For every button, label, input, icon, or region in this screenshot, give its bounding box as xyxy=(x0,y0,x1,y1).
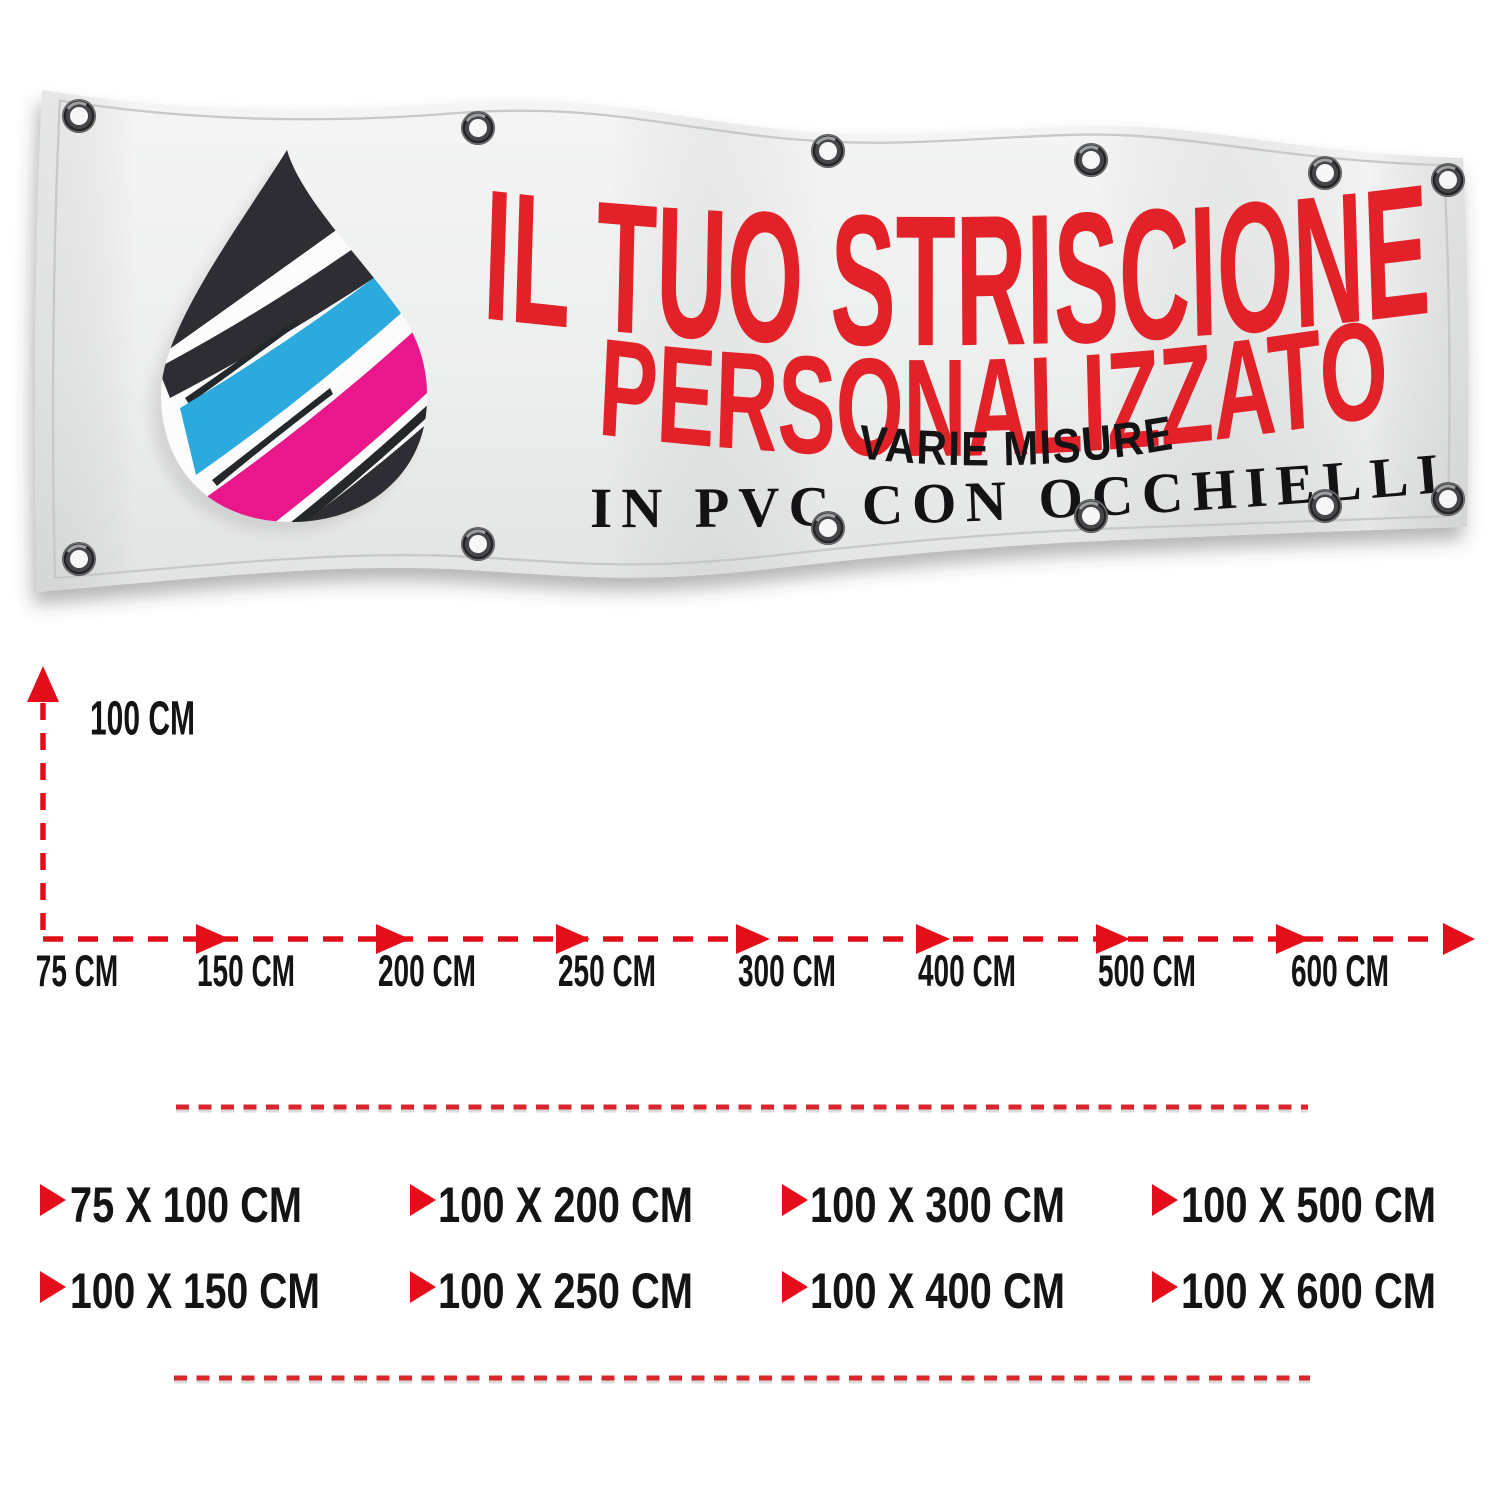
width-label: 300 CM xyxy=(738,945,836,995)
size-items: 75 X 100 CM 100 X 200 CM 100 X 300 CM 10… xyxy=(70,1177,1436,1319)
grommet-icon xyxy=(809,509,847,547)
size-item: 100 X 400 CM xyxy=(810,1263,1065,1319)
bullet-triangle-icon xyxy=(40,1184,66,1216)
bullet-triangle-icon xyxy=(782,1271,808,1303)
bullet-triangle-icon xyxy=(40,1271,66,1303)
width-label: 250 CM xyxy=(558,945,656,995)
banner-title-line1: IL TUO STRISCIONE xyxy=(481,144,1433,385)
size-item: 100 X 150 CM xyxy=(70,1263,320,1319)
width-label: 600 CM xyxy=(1291,945,1389,995)
arrow-right-icon xyxy=(1276,924,1310,954)
grommet-icon xyxy=(1429,161,1467,199)
bullet-triangle-icon xyxy=(410,1271,436,1303)
size-item: 100 X 250 CM xyxy=(438,1263,693,1319)
grommet-icon xyxy=(1429,480,1467,518)
banner-mockup: IL TUO STRISCIONE PERSONALIZZATO VARIE M… xyxy=(34,90,1469,592)
grommet-icon xyxy=(1306,154,1344,192)
logo-sliver-dark-2 xyxy=(212,388,333,486)
dimension-diagram: 100 CM 75 CM 150 CM 200 CM 250 CM 300 CM… xyxy=(27,666,1475,996)
bullet-triangle-icon xyxy=(1152,1184,1178,1216)
grommet-icon xyxy=(809,132,847,170)
size-item: 100 X 500 CM xyxy=(1181,1177,1436,1233)
width-label: 200 CM xyxy=(378,945,476,995)
bullet-triangle-icon xyxy=(1152,1271,1178,1303)
logo-sliver-dark-1 xyxy=(185,318,300,404)
banner-title-line1-group: IL TUO STRISCIONE xyxy=(481,144,1433,385)
grommet-icon xyxy=(459,109,497,147)
width-label: 150 CM xyxy=(197,945,295,995)
grommet-icon xyxy=(1072,497,1110,535)
logo-stripe-cyan xyxy=(180,242,428,475)
size-item: 100 X 600 CM xyxy=(1181,1263,1436,1319)
bullet-triangle-icon xyxy=(410,1184,436,1216)
grommet-icon xyxy=(1306,487,1344,525)
grommet-icon xyxy=(60,540,98,578)
size-item: 100 X 300 CM xyxy=(810,1177,1065,1233)
arrow-right-icon xyxy=(916,924,950,954)
arrow-right-icon xyxy=(196,924,230,954)
width-arrowheads xyxy=(196,923,1475,955)
banner-title-line1-text: IL TUO STRISCIONE xyxy=(481,144,1433,385)
logo-stripe-magenta xyxy=(205,310,428,523)
grommet-icon xyxy=(459,525,497,563)
size-bullets xyxy=(40,1184,1178,1303)
grommet-icon xyxy=(1072,141,1110,179)
arrow-right-icon xyxy=(556,924,590,954)
width-label: 500 CM xyxy=(1098,945,1196,995)
height-label: 100 CM xyxy=(90,692,195,745)
arrow-right-icon xyxy=(1443,923,1475,955)
width-label: 75 CM xyxy=(36,945,118,995)
size-item: 100 X 200 CM xyxy=(438,1177,693,1233)
arrow-right-icon xyxy=(736,924,770,954)
size-item: 75 X 100 CM xyxy=(70,1177,302,1233)
bullet-triangle-icon xyxy=(782,1184,808,1216)
arrow-right-icon xyxy=(1096,924,1130,954)
logo-stripe-dark-thin xyxy=(240,368,428,523)
width-label: 400 CM xyxy=(918,945,1016,995)
diagram-labels: 100 CM 75 CM 150 CM 200 CM 250 CM 300 CM… xyxy=(36,692,1389,995)
arrow-right-icon xyxy=(376,924,410,954)
size-list: 75 X 100 CM 100 X 200 CM 100 X 300 CM 10… xyxy=(40,1104,1436,1384)
grommet-icon xyxy=(60,97,98,135)
arrow-up-icon xyxy=(27,666,59,702)
